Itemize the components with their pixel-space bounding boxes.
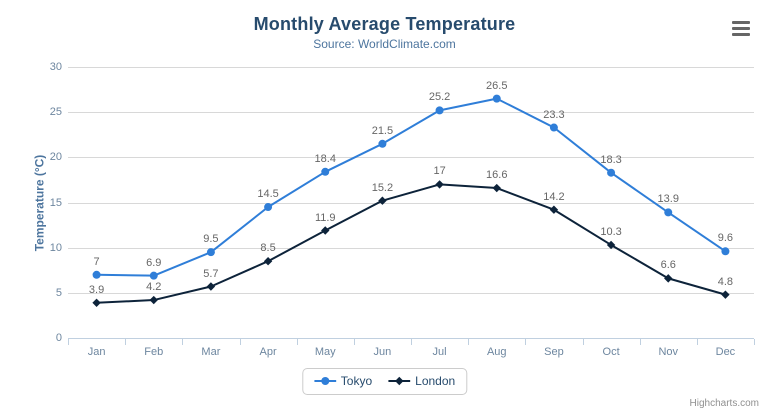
gridline — [68, 202, 754, 204]
gridline — [68, 67, 754, 68]
x-axis-tick — [468, 339, 470, 345]
data-point-marker[interactable] — [321, 226, 330, 235]
x-axis-tick — [525, 339, 527, 345]
y-axis-tick-label: 20 — [49, 151, 62, 164]
x-axis-tick-label: Jan — [87, 346, 106, 358]
gridline — [68, 112, 754, 114]
data-point-marker[interactable] — [92, 270, 101, 279]
legend-item-label: London — [415, 374, 456, 388]
x-axis-line — [68, 338, 754, 339]
data-point-marker[interactable] — [149, 295, 158, 305]
chart-legend: Tokyo London — [301, 368, 468, 395]
hamburger-icon-bar — [732, 26, 750, 30]
data-point-marker[interactable] — [549, 123, 558, 132]
x-axis-tick-label: Nov — [658, 346, 679, 358]
data-point-marker[interactable] — [607, 168, 616, 177]
x-axis-tick — [239, 339, 241, 345]
data-point-marker[interactable] — [435, 180, 444, 189]
data-point-marker[interactable] — [492, 94, 501, 103]
data-point-marker[interactable] — [721, 247, 730, 256]
data-point-marker[interactable] — [206, 282, 216, 291]
chart-subtitle: Source: WorldClimate.com — [313, 37, 456, 51]
chart-title: Monthly Average Temperature — [253, 14, 516, 34]
legend-symbol-circle-icon — [313, 377, 336, 385]
x-axis-tick — [182, 339, 184, 345]
x-axis-tick-label: Sep — [544, 346, 564, 358]
data-point-marker[interactable] — [606, 240, 616, 250]
data-point-marker[interactable] — [264, 203, 273, 212]
data-point-marker[interactable] — [321, 167, 330, 176]
data-point-marker[interactable] — [149, 271, 158, 280]
legend-item-label: Tokyo — [340, 374, 373, 388]
data-point-marker[interactable] — [435, 106, 444, 115]
x-axis-tick-label: Jul — [432, 346, 447, 358]
x-axis-tick-label: Oct — [602, 346, 620, 358]
x-axis-tick-label: Jun — [373, 346, 392, 358]
y-axis-tick-label: 5 — [55, 286, 62, 299]
hamburger-icon-bar — [732, 32, 750, 36]
x-axis-tick — [296, 339, 298, 345]
y-axis-tick-label: 30 — [49, 61, 62, 73]
x-axis-tick-label: May — [314, 346, 336, 358]
legend-symbol-diamond-icon — [388, 376, 411, 386]
gridline — [68, 157, 754, 159]
y-axis-tick-label: 15 — [49, 196, 62, 209]
series-layer — [92, 94, 730, 307]
x-axis-tick — [125, 339, 127, 345]
data-point-marker[interactable] — [492, 183, 501, 193]
data-point-marker[interactable] — [721, 290, 730, 299]
x-axis-tick-label: Dec — [715, 346, 736, 358]
x-axis-tick — [639, 339, 641, 345]
x-axis-tick — [696, 339, 698, 345]
legend-item-tokyo[interactable]: Tokyo — [313, 374, 373, 388]
data-point-marker[interactable] — [206, 248, 215, 257]
series-line-london[interactable] — [95, 183, 727, 304]
data-point-marker[interactable] — [664, 208, 673, 217]
x-axis-tick-label: Apr — [259, 346, 277, 358]
legend-item-london[interactable]: London — [388, 374, 455, 388]
x-axis-tick-label: Mar — [201, 346, 221, 358]
data-point-marker[interactable] — [378, 196, 387, 205]
credits-label[interactable]: Highcharts.com — [689, 398, 759, 409]
data-point-marker[interactable] — [664, 274, 673, 283]
hamburger-icon-bar — [732, 20, 750, 24]
x-axis-tick-label: Aug — [486, 346, 507, 358]
x-axis-tick-label: Feb — [144, 346, 164, 358]
plot-area: 7 6.9 9.5 14.5 18.4 21.5 25.2 26.5 23.3 18.3 13.9 9… — [68, 67, 754, 338]
data-point-marker[interactable] — [378, 139, 387, 148]
series-line-tokyo[interactable] — [95, 97, 727, 277]
x-axis-tick — [68, 339, 69, 345]
y-axis-labels: 0 5 10 15 20 25 30 — [16, 61, 62, 344]
gridline — [68, 292, 754, 294]
context-menu-button[interactable] — [729, 17, 753, 39]
y-axis-tick-label: 10 — [49, 241, 62, 254]
y-axis-tick-label: 25 — [49, 106, 62, 119]
y-axis-tick-label: 0 — [55, 332, 62, 344]
x-axis-tick — [353, 339, 355, 345]
data-point-marker[interactable] — [92, 298, 101, 307]
x-axis-tick — [754, 339, 755, 345]
x-axis-tick — [411, 339, 412, 345]
x-axis-tick — [582, 339, 584, 345]
data-point-marker[interactable] — [263, 257, 273, 266]
gridline — [68, 247, 754, 249]
